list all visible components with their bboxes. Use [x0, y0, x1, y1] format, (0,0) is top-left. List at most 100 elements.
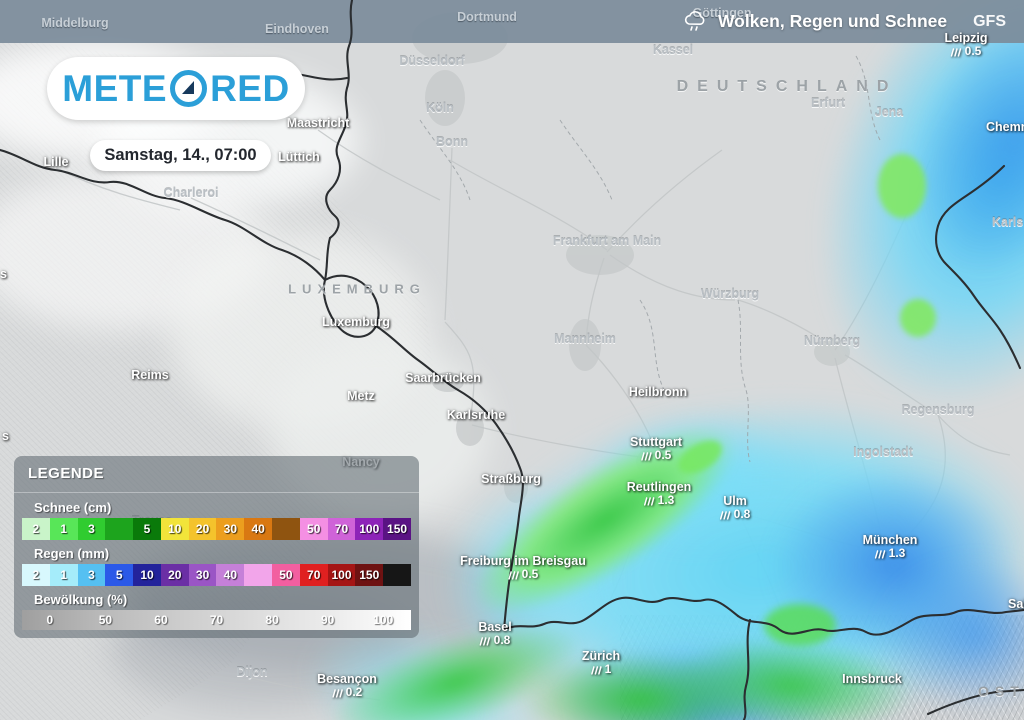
rain-amount-icon: [479, 636, 491, 646]
city-name: Ingolstadt: [853, 444, 913, 459]
rain-area-northeast: [749, 0, 1024, 466]
snow-stripe-schwaebische-alb: [448, 393, 762, 647]
city-name: Regensburg: [901, 402, 975, 417]
city-name: Basel: [478, 619, 512, 634]
meteored-logo: METE RED: [47, 57, 305, 120]
precip-value: 0.2: [317, 685, 377, 700]
city-name: Würzburg: [700, 286, 760, 301]
legend-panel: LEGENDE Schnee (cm) 2 1 3 5 10 20 30 40 50 70 100 1…: [14, 456, 419, 638]
cloud-scale-tick: 70: [209, 613, 224, 627]
city-label: Karlsbad: [992, 215, 1024, 229]
legend-cloud-label: Bewölkung (%): [34, 592, 128, 607]
city-label: Reutlingen 1.3: [627, 480, 692, 508]
city-label: Freiburg im Breisgau 0.5: [460, 554, 586, 582]
precip-value: 0.5: [460, 567, 586, 582]
city-label: Chemnitz: [986, 120, 1024, 134]
rain-amount-icon: [590, 665, 602, 675]
legend-scale-segment: 30: [216, 518, 245, 540]
city-name: Dijon: [236, 664, 268, 679]
rain-core-leipzig: [871, 0, 1024, 307]
logo-o-icon: [170, 70, 208, 107]
legend-scale-segment: 1: [49, 564, 78, 586]
city-name: Chemnitz: [986, 119, 1024, 134]
legend-scale-segment: 3: [77, 518, 106, 540]
city-name: Nürnberg: [803, 333, 861, 348]
rain-amount-icon: [507, 570, 519, 580]
city-name: Straßburg: [481, 471, 541, 486]
city-name: Zürich: [581, 648, 621, 663]
logo-text-prefix: METE: [62, 67, 168, 109]
rain-lobe-west: [440, 480, 620, 680]
city-label: Zürich 1: [582, 649, 620, 677]
city-name: Jena: [874, 104, 904, 119]
legend-scale-segment: 50: [272, 564, 300, 586]
city-label: Straßburg: [481, 472, 541, 486]
legend-scale-segment: 10: [133, 564, 161, 586]
city-name: Ulm: [723, 493, 747, 508]
city-name: Düsseldorf: [399, 53, 465, 68]
snow-scale-bar: 2 1 3 5 10 20 30 40 50 70 100 150: [22, 518, 411, 540]
legend-scale-segment: 3: [77, 564, 106, 586]
map-title: Wolken, Regen und Schnee: [682, 10, 947, 33]
cloud-rain-icon: [684, 10, 705, 31]
snow-spot-alb-north: [672, 433, 728, 481]
city-name: Karlsruhe: [446, 407, 506, 422]
cloud-scale-tick: 0: [46, 613, 54, 627]
city-label: Erfurt: [811, 96, 845, 110]
city-label: Jena: [875, 105, 904, 119]
city-label: Heilbronn: [629, 385, 687, 399]
model-label: GFS: [973, 12, 1006, 30]
legend-scale-segment: 5: [105, 564, 134, 586]
snow-spot-vogtland: [900, 299, 936, 337]
legend-scale-segment: [105, 518, 134, 540]
legend-scale-segment: 2: [22, 564, 50, 586]
city-label: Ulm 0.8: [719, 493, 750, 522]
rain-tip-bottomleft: [330, 678, 490, 720]
cloud-scale-tick: 90: [321, 613, 335, 627]
cloud-scale-bar: 0 50 60 70 80 90 100: [22, 610, 411, 630]
legend-title: LEGENDE: [28, 465, 105, 482]
city-name: Reutlingen: [626, 479, 692, 494]
rain-amount-icon: [640, 451, 652, 461]
rain-scale-bar: 2 1 3 5 10 20 30 40 50 70 100 150: [22, 564, 411, 586]
precip-value: 0.8: [478, 633, 511, 648]
alps-relief-texture: [620, 615, 1024, 720]
city-name: Freiburg im Breisgau: [460, 553, 586, 568]
city-label: Salzburg: [1008, 597, 1024, 611]
legend-scale-segment: [383, 564, 411, 586]
city-label: Ingolstadt: [853, 445, 913, 459]
legend-scale-segment: 70: [299, 564, 328, 586]
rain-lobe-stuttgart: [585, 410, 805, 550]
city-name: Mannheim: [554, 331, 616, 346]
city-label: Stuttgart 0.5: [630, 435, 682, 463]
city-name: Bonn: [436, 134, 468, 149]
region-label: DEUTSCHLAND: [676, 78, 898, 95]
rain-amount-icon: [874, 549, 886, 559]
legend-scale-segment: 100: [355, 518, 384, 540]
rain-amount-icon: [331, 688, 343, 698]
legend-scale-segment: [244, 564, 273, 586]
city-label: München 1.3: [863, 533, 918, 561]
cloud-scale-tick: 50: [98, 613, 113, 627]
legend-scale-segment: [272, 518, 300, 540]
precip-value: 1.3: [863, 546, 918, 561]
rain-amount-icon: [719, 510, 731, 520]
city-name: Stuttgart: [629, 434, 683, 449]
city-label: Kassel: [653, 43, 693, 57]
legend-scale-segment: 20: [188, 518, 217, 540]
rain-amount-icon: [643, 496, 655, 506]
city-name: Köln: [426, 100, 454, 115]
city-name: Kassel: [652, 42, 694, 57]
city-label: Besançon 0.2: [317, 672, 377, 700]
city-name: Frankfurt am Main: [552, 233, 662, 248]
legend-scale-segment: 150: [355, 564, 384, 586]
city-label: Karlsruhe: [447, 408, 505, 422]
cloud-scale-tick: 60: [154, 613, 168, 627]
legend-scale-segment: 1: [49, 518, 78, 540]
city-label: Basel 0.8: [478, 620, 511, 648]
legend-scale-segment: 5: [133, 518, 161, 540]
city-label: Mannheim: [554, 332, 616, 346]
city-label: Bonn: [436, 135, 468, 149]
precip-value: 0.5: [944, 44, 987, 59]
